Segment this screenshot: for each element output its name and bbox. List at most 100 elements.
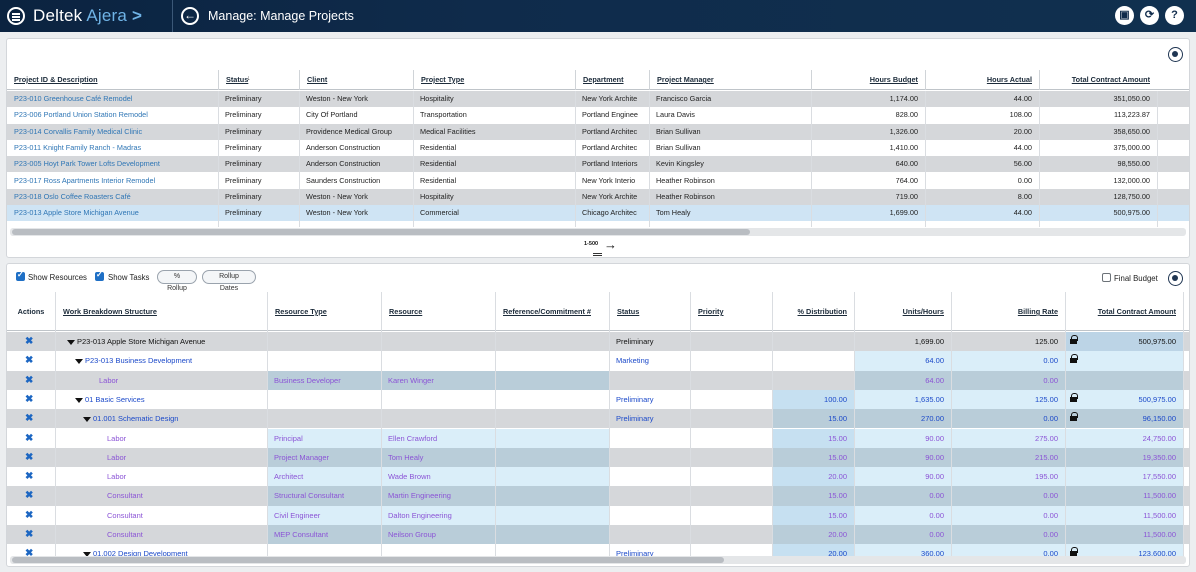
table-row[interactable]: ✖ Labor Business Developer Karen Winger 64.0… <box>7 370 1189 390</box>
table-row[interactable]: P23-017 Ross Apartments Interior Remodel… <box>7 173 1189 189</box>
cell-shade <box>854 409 951 429</box>
wrench-icon[interactable]: ✖ <box>25 336 34 347</box>
table-row[interactable]: ✖ Labor Principal Ellen Crawford 15.00 90.00 2… <box>7 428 1189 448</box>
refresh-icon[interactable]: ⟳ <box>1140 6 1159 25</box>
project-link[interactable]: P23-014 Corvallis Family Medical Clinic <box>14 126 143 136</box>
wbs-header[interactable]: Work Breakdown Structure <box>55 292 267 331</box>
show-tasks-checkbox[interactable] <box>95 270 104 281</box>
project-manager-header[interactable]: Project Manager <box>649 70 811 90</box>
hours-budget-header[interactable]: Hours Budget <box>811 70 925 90</box>
cell-shade <box>951 370 1065 390</box>
rollup-dates-button[interactable]: Rollup Dates <box>202 270 256 292</box>
table-row[interactable]: ✖ 01.001 Schematic Design Preliminary 15.00… <box>7 409 1189 429</box>
wrench-icon[interactable]: ✖ <box>25 355 34 367</box>
lock-icon[interactable] <box>1070 392 1078 402</box>
expand-triangle-icon[interactable] <box>83 417 91 423</box>
table-cell: 19,350.00 <box>1142 452 1176 462</box>
wrench-icon[interactable]: ✖ <box>25 471 34 483</box>
table-cell: Preliminary <box>616 549 654 559</box>
table-row[interactable]: P23-011 Knight Family Ranch - Madras Prel… <box>7 140 1189 156</box>
table-row[interactable]: ✖ Consultant Civil Engineer Dalton Engineer… <box>7 505 1189 525</box>
table-row[interactable]: ✖ 01 Basic Services Preliminary 100.00 1,635… <box>7 389 1189 410</box>
table-row[interactable]: ✖ Labor Architect Wade Brown 20.00 90.00 195.0… <box>7 467 1189 487</box>
expand-triangle-icon[interactable] <box>75 397 83 403</box>
wrench-icon[interactable]: ✖ <box>25 451 34 463</box>
table-row[interactable]: P23-006 Portland Union Station Remodel Pr… <box>7 107 1189 123</box>
wrench-icon[interactable]: ✖ <box>25 432 34 444</box>
project-link[interactable]: P23-006 Portland Union Station Remodel <box>14 110 148 120</box>
wrench-icon[interactable]: ✖ <box>25 374 34 386</box>
sort-arrow-icon[interactable]: ↓ <box>247 75 251 82</box>
wrench-icon[interactable]: ✖ <box>25 509 34 521</box>
wrench-icon[interactable]: ✖ <box>25 490 34 502</box>
gear-icon[interactable] <box>1168 271 1183 286</box>
table-cell: Residential <box>420 159 457 169</box>
cell-shade <box>495 447 609 468</box>
project-link[interactable]: P23-017 Ross Apartments Interior Remodel <box>14 175 156 185</box>
project-link[interactable]: P23-018 Oslo Coffee Roasters Café <box>14 191 131 201</box>
table-row[interactable]: P23-018 Oslo Coffee Roasters Café Prelimi… <box>7 188 1189 206</box>
back-arrow-icon[interactable]: ← <box>181 7 199 25</box>
resource-type-header[interactable]: Resource Type <box>267 292 381 331</box>
project-link[interactable]: P23-005 Hoyt Park Tower Lofts Developmen… <box>14 159 160 169</box>
units-hours-header[interactable]: Units/Hours <box>854 292 951 331</box>
wrench-icon[interactable]: ✖ <box>25 548 34 560</box>
status-header[interactable]: Status <box>609 292 690 331</box>
table-row[interactable]: P23-013 Apple Store Michigan Avenue Preli… <box>7 205 1189 222</box>
rollup-percent-button[interactable]: % Rollup <box>157 270 197 292</box>
client-header[interactable]: Client <box>299 70 413 90</box>
priority-header[interactable]: Priority <box>690 292 772 331</box>
total-contract-amount-header[interactable]: Total Contract Amount <box>1065 292 1183 331</box>
panel-splitter-handle[interactable] <box>593 253 602 256</box>
lock-icon[interactable] <box>1070 354 1078 364</box>
lock-icon[interactable] <box>1070 547 1078 557</box>
wrench-icon[interactable]: ✖ <box>25 529 34 540</box>
lock-icon[interactable] <box>1070 335 1078 344</box>
expand-triangle-icon[interactable] <box>83 552 91 558</box>
project-link[interactable]: P23-011 Knight Family Ranch - Madras <box>14 142 142 152</box>
hamburger-icon[interactable] <box>7 7 25 25</box>
table-row[interactable]: ✖ P23-013 Business Development Marketing 64… <box>7 351 1189 371</box>
table-row[interactable]: ✖ Consultant MEP Consultant Neilson Group 20… <box>7 525 1189 545</box>
total-contract-amount-header[interactable]: Total Contract Amount <box>1039 70 1157 90</box>
project-link[interactable]: P23-010 Greenhouse Café Remodel <box>14 94 133 103</box>
table-row[interactable]: P23-014 Corvallis Family Medical Clinic P… <box>7 123 1189 140</box>
project-link[interactable]: P23-013 Apple Store Michigan Avenue <box>14 208 139 218</box>
lock-icon[interactable] <box>1070 412 1078 422</box>
table-row[interactable]: ✖ P23-013 Apple Store Michigan Avenue Prel… <box>7 332 1189 352</box>
table-cell: Principal <box>274 433 303 443</box>
wrench-icon[interactable]: ✖ <box>25 393 34 405</box>
hours-actual-header[interactable]: Hours Actual <box>925 70 1039 90</box>
table-cell: 215.00 <box>1035 452 1058 462</box>
table-cell: 500,975.00 <box>1138 337 1176 346</box>
scrollbar-thumb[interactable] <box>12 557 724 563</box>
table-cell <box>381 351 495 370</box>
wrench-icon[interactable]: ✖ <box>25 413 34 425</box>
gear-icon[interactable] <box>1168 47 1183 62</box>
project-id-header[interactable]: Project ID & Description <box>14 75 98 84</box>
table-cell: Preliminary <box>225 159 262 169</box>
table-row[interactable]: P23-005 Hoyt Park Tower Lofts Developmen… <box>7 156 1189 173</box>
help-icon[interactable]: ? <box>1165 6 1184 25</box>
billing-rate-header[interactable]: Billing Rate <box>951 292 1065 331</box>
reference-header[interactable]: Reference/Commitment # <box>495 292 609 331</box>
table-row[interactable]: ✖ Consultant Structural Consultant Martin E… <box>7 486 1189 506</box>
table-row[interactable]: ✖ Labor Project Manager Tom Healy 15.00 90.00… <box>7 447 1189 468</box>
table-row[interactable]: P23-010 Greenhouse Café Remodel Prelimina… <box>7 91 1189 108</box>
show-resources-checkbox[interactable] <box>16 270 25 281</box>
scrollbar-thumb[interactable] <box>12 229 750 235</box>
status-header[interactable]: Status <box>218 70 299 90</box>
department-header[interactable]: Department <box>575 70 649 90</box>
table-cell: Structural Consultant <box>274 491 345 501</box>
expand-triangle-icon[interactable] <box>67 340 75 345</box>
next-page-arrow-icon[interactable]: → <box>604 237 617 252</box>
expand-triangle-icon[interactable] <box>75 359 83 365</box>
final-budget-checkbox[interactable] <box>1102 273 1111 282</box>
project-type-header[interactable]: Project Type <box>413 70 575 90</box>
resource-header[interactable]: Resource <box>381 292 495 331</box>
save-icon[interactable]: ▣ <box>1115 6 1134 25</box>
column-divider <box>495 292 496 564</box>
projects-horizontal-scrollbar[interactable] <box>10 228 1186 236</box>
wbs-horizontal-scrollbar[interactable] <box>10 556 1186 564</box>
distribution-header[interactable]: % Distribution <box>772 292 854 331</box>
